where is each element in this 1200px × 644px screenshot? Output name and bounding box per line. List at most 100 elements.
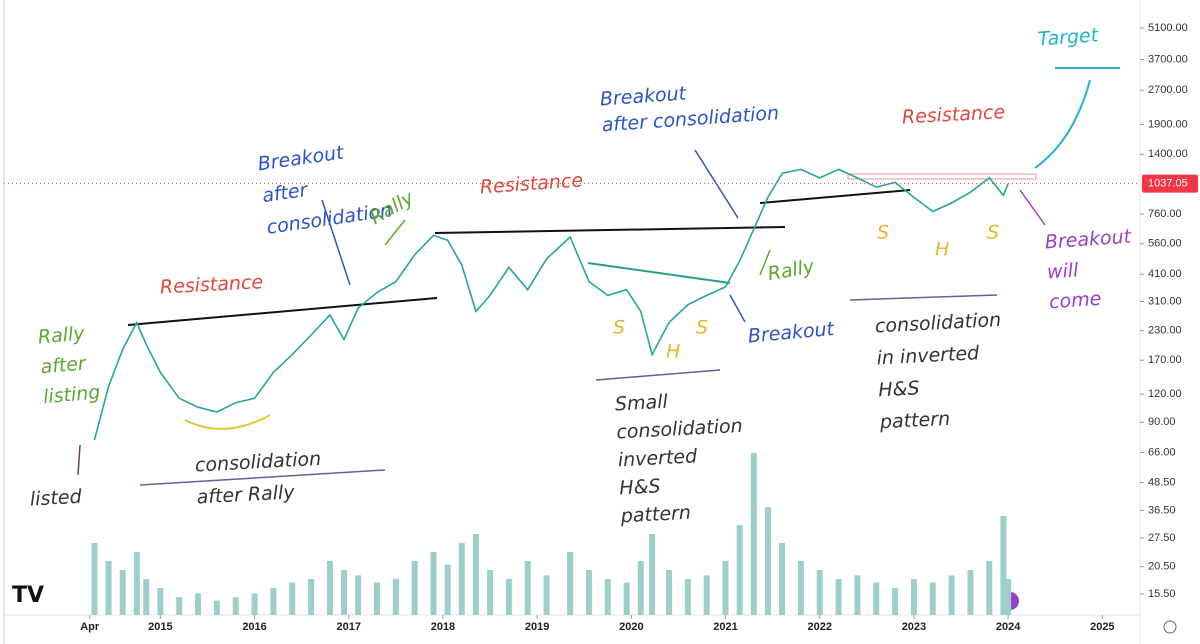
- volume-bar: [119, 570, 126, 615]
- settings-icon[interactable]: [1163, 620, 1177, 634]
- x-tick-label: 2017: [337, 621, 361, 633]
- annotation: listed: [29, 486, 83, 511]
- arrow: [77, 444, 81, 476]
- volume-bar: [604, 579, 611, 615]
- annotation-text: H&S: [619, 475, 661, 499]
- y-tick-label: 3700.00: [1148, 53, 1188, 65]
- annotation: S: [987, 222, 999, 244]
- annotation: H: [935, 239, 949, 261]
- annotation-text: Breakout: [1044, 225, 1133, 253]
- volume-bar: [458, 543, 465, 615]
- volume-bar: [854, 575, 861, 615]
- y-tick-label: 48.50: [1148, 477, 1176, 489]
- y-tick-label: 2700.00: [1148, 84, 1188, 96]
- annotation-text: S: [696, 317, 708, 339]
- annotation: Target: [1037, 24, 1100, 50]
- volume-bar: [430, 552, 437, 615]
- volume-bar: [666, 570, 673, 615]
- volume-bar: [213, 600, 220, 615]
- volume-bar: [133, 552, 140, 615]
- x-tick-label: 2023: [902, 621, 926, 633]
- volume-bar: [251, 593, 258, 615]
- annotation: Resistance: [901, 101, 1005, 128]
- annotation: S: [696, 317, 708, 339]
- y-tick-label: 120.00: [1148, 388, 1182, 400]
- resistance-line: [434, 226, 786, 234]
- y-tick-label: 90.00: [1148, 416, 1176, 428]
- arrow: [384, 219, 406, 246]
- x-tick-label: 2016: [242, 621, 266, 633]
- volume-bar: [637, 561, 644, 615]
- annotation: Rally after listing: [37, 322, 101, 408]
- annotation-text: Breakout: [599, 82, 688, 110]
- annotation-text: Breakout: [256, 141, 346, 175]
- volume-bar: [910, 579, 917, 615]
- volume-bar: [892, 588, 899, 615]
- range-arrow: [139, 469, 386, 486]
- x-tick-label: 2020: [619, 621, 643, 633]
- volume-bar: [143, 579, 150, 615]
- y-tick-label: 1900.00: [1148, 118, 1188, 130]
- y-tick-label: 560.00: [1148, 238, 1182, 250]
- y-tick-label: 170.00: [1148, 354, 1182, 366]
- drawings: [77, 67, 1120, 486]
- volume-bar: [157, 588, 164, 615]
- annotation-text: after: [261, 179, 310, 207]
- annotation-text: after: [40, 352, 88, 378]
- annotation-text: consolidation: [874, 309, 1001, 338]
- annotation-text: Target: [1037, 24, 1100, 50]
- volume-bar: [750, 453, 757, 615]
- annotation-text: pattern: [878, 408, 950, 434]
- support-line: [759, 189, 911, 204]
- annotation-text: S: [613, 317, 625, 339]
- volume-bar: [986, 561, 993, 615]
- y-tick-label: 5100.00: [1148, 22, 1188, 34]
- arrow: [759, 249, 771, 276]
- volume-bar: [873, 582, 880, 615]
- volume-bar: [341, 570, 348, 615]
- annotation-text: Rally: [37, 322, 86, 348]
- volume-bar: [779, 543, 786, 615]
- y-tick-label: 410.00: [1148, 268, 1182, 280]
- annotation-text: Rally: [766, 255, 817, 285]
- x-tick-label: 2024: [996, 621, 1021, 633]
- arrow: [321, 199, 351, 286]
- volume-bar: [195, 593, 202, 615]
- volume-bar: [929, 582, 936, 615]
- resistance-line: [127, 297, 438, 326]
- annotation: S: [877, 222, 889, 244]
- base-curve: [184, 414, 271, 430]
- volume-bar: [543, 575, 550, 615]
- annotation-text: will: [1046, 259, 1080, 283]
- annotation: Resistance: [479, 169, 584, 198]
- x-tick-label: 2019: [525, 621, 549, 633]
- x-tick-label: 2018: [431, 621, 455, 633]
- annotation: Breakout: [747, 318, 836, 348]
- annotation-text: listed: [29, 486, 83, 511]
- x-tick-label: 2022: [807, 621, 831, 633]
- annotation: Breakout will come: [1044, 225, 1133, 313]
- y-tick-label: 760.00: [1148, 208, 1182, 220]
- volume-bar: [326, 561, 333, 615]
- volume-bar: [105, 561, 112, 615]
- volume-bar: [487, 570, 494, 615]
- volume-bar: [649, 534, 656, 615]
- volume-bar: [797, 561, 804, 615]
- annotation-text: inverted: [617, 445, 698, 471]
- volume-bar: [1005, 579, 1012, 615]
- neckline: [587, 262, 731, 284]
- annotation-text: Small: [614, 391, 669, 416]
- annotation-text: consolidation: [616, 415, 743, 444]
- volume-bar: [232, 597, 239, 615]
- annotation: consolidation in inverted H&S pattern: [874, 309, 1001, 434]
- volume-bar: [722, 561, 729, 615]
- volume-bar: [967, 570, 974, 615]
- volume-bar: [91, 543, 98, 615]
- x-tick-label: Apr: [80, 621, 100, 633]
- annotation-text: Resistance: [479, 169, 584, 198]
- annotation: Rally: [366, 186, 418, 229]
- annotation-text: Resistance: [901, 101, 1005, 128]
- volume-bar: [505, 579, 512, 615]
